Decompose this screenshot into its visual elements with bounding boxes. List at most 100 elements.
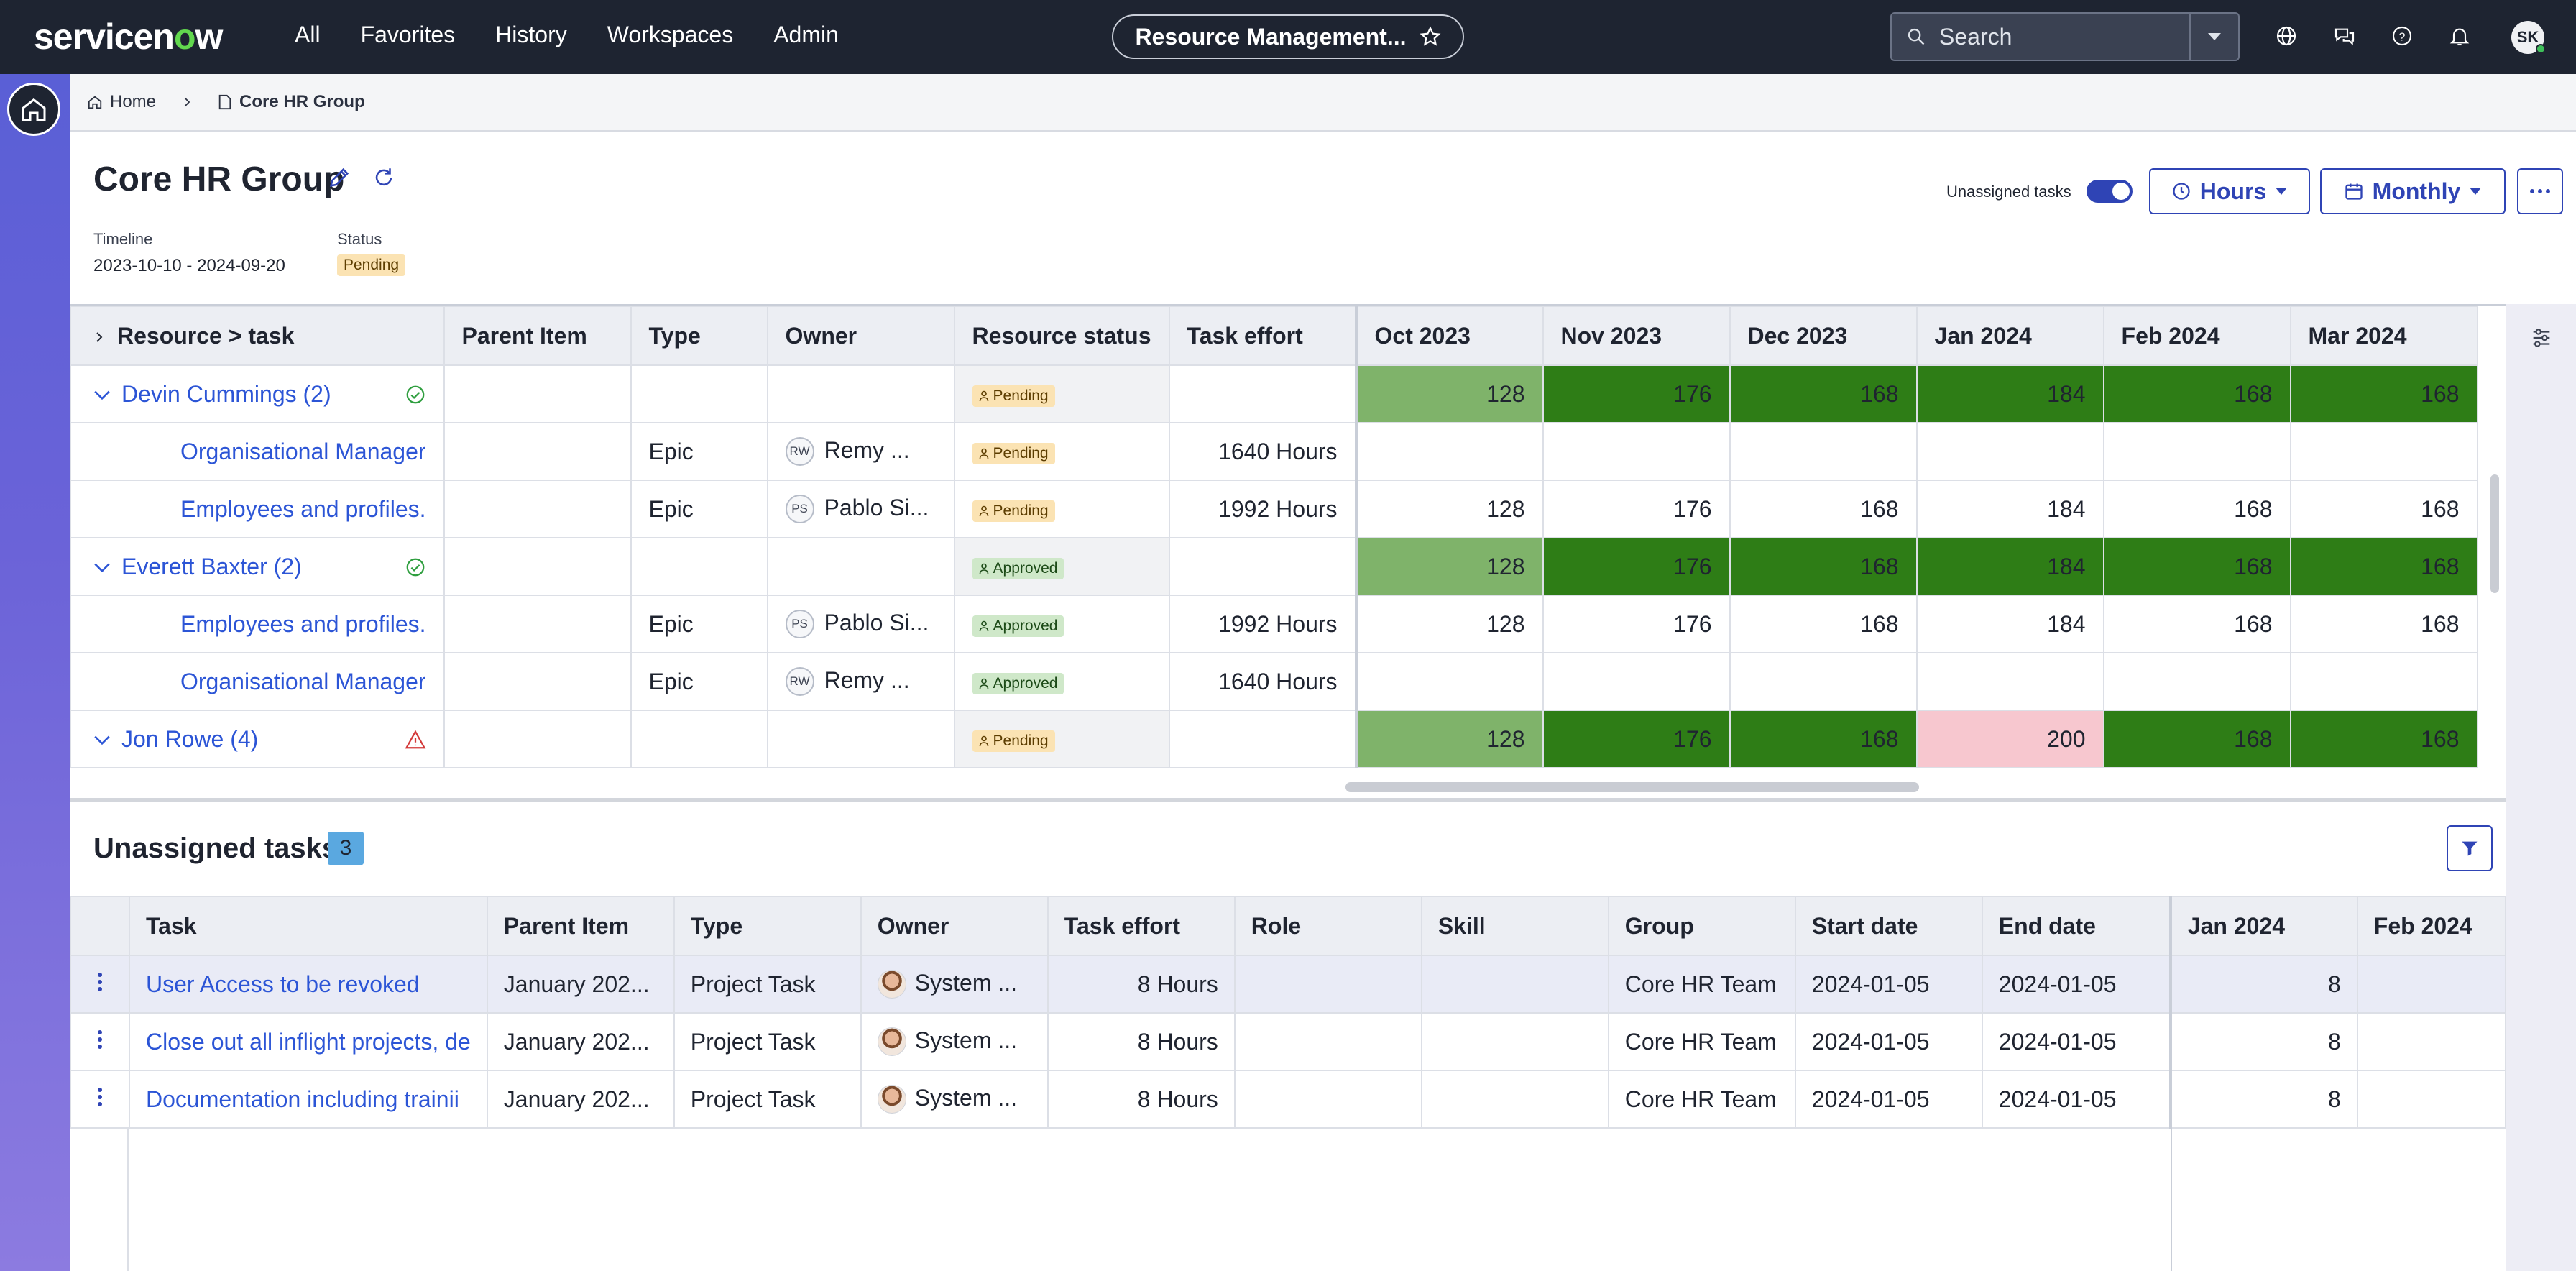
month-allocation-cell[interactable]: 128 (1354, 480, 1544, 538)
month-allocation-cell[interactable]: 176 (1542, 537, 1731, 596)
resource-name-cell[interactable]: Everett Baxter (2) (70, 537, 445, 596)
refresh-icon[interactable] (372, 165, 396, 190)
unassigned-task-row[interactable]: Documentation including trainii January 2… (70, 1070, 2506, 1129)
col-end-date[interactable]: End date (1981, 896, 2171, 956)
month-allocation-cell[interactable] (1354, 652, 1544, 711)
col-month[interactable]: Dec 2023 (1729, 306, 1918, 366)
row-actions-button[interactable] (70, 1012, 130, 1071)
help-icon[interactable]: ? (2389, 23, 2415, 49)
resource-group-row[interactable]: Everett Baxter (2) Approved 128 176 168 184 16… (70, 537, 2478, 596)
col-month[interactable]: Mar 2024 (2289, 306, 2478, 366)
chevron-right-icon[interactable] (93, 329, 106, 345)
unassigned-tasks-toggle[interactable] (2087, 180, 2133, 203)
month-allocation-cell[interactable]: 168 (2289, 537, 2478, 596)
col-resource-task[interactable]: Resource > task (70, 306, 445, 366)
task-cell[interactable]: Close out all inflight projects, de (129, 1012, 488, 1071)
breadcrumb-home[interactable]: Home (87, 92, 156, 112)
hours-unit-button[interactable]: Hours (2149, 168, 2310, 214)
month-allocation-cell[interactable]: 168 (2289, 595, 2478, 653)
month-allocation-cell[interactable]: 168 (1729, 537, 1918, 596)
col-skill[interactable]: Skill (1420, 896, 1609, 956)
month-allocation-cell[interactable]: 176 (1542, 364, 1731, 423)
nav-admin[interactable]: Admin (773, 22, 839, 47)
resource-task-row[interactable]: Organisational Manager Epic RW Remy ... Pend… (70, 422, 2478, 481)
month-allocation-cell[interactable]: 168 (2102, 537, 2291, 596)
month-allocation-cell[interactable]: 168 (2289, 710, 2478, 768)
col-resource-status[interactable]: Resource status (953, 306, 1170, 366)
chevron-down-icon[interactable] (93, 561, 111, 575)
month-allocation-cell[interactable] (1729, 652, 1918, 711)
nav-favorites[interactable]: Favorites (360, 22, 456, 47)
col-parent-item[interactable]: Parent Item (486, 896, 675, 956)
month-allocation-cell[interactable]: 168 (2102, 364, 2291, 423)
task-name-cell[interactable]: Organisational Manager (70, 652, 445, 711)
month-allocation-cell[interactable]: 128 (1354, 710, 1544, 768)
month-allocation-cell[interactable] (1542, 652, 1731, 711)
task-name-cell[interactable]: Employees and profiles. (70, 595, 445, 653)
resource-task-row[interactable]: Organisational Manager Epic RW Remy ... Appr… (70, 652, 2478, 711)
row-actions-button[interactable] (70, 1070, 130, 1129)
month-allocation-cell[interactable]: 128 (1354, 595, 1544, 653)
month-allocation-cell[interactable]: 176 (1542, 595, 1731, 653)
month-hours-cell[interactable]: 8 (2168, 1070, 2358, 1129)
nav-all[interactable]: All (295, 22, 321, 47)
month-allocation-cell[interactable] (2102, 422, 2291, 481)
col-owner[interactable]: Owner (860, 896, 1049, 956)
month-allocation-cell[interactable]: 128 (1354, 537, 1544, 596)
sliders-settings-icon[interactable] (2529, 326, 2554, 350)
month-allocation-cell[interactable]: 168 (2289, 480, 2478, 538)
month-allocation-cell[interactable]: 184 (1915, 595, 2104, 653)
month-allocation-cell[interactable]: 168 (1729, 710, 1918, 768)
col-month[interactable]: Jan 2024 (2168, 896, 2358, 956)
task-name-cell[interactable]: Employees and profiles. (70, 480, 445, 538)
col-month[interactable]: Jan 2024 (1915, 306, 2104, 366)
month-allocation-cell[interactable] (1729, 422, 1918, 481)
section-divider[interactable] (70, 798, 2506, 802)
col-start-date[interactable]: Start date (1794, 896, 1983, 956)
task-cell[interactable]: User Access to be revoked (129, 955, 488, 1014)
month-allocation-cell[interactable] (1542, 422, 1731, 481)
col-task-effort[interactable]: Task effort (1168, 306, 1357, 366)
month-allocation-cell[interactable]: 200 (1915, 710, 2104, 768)
global-search-input[interactable]: Search (1890, 12, 2191, 61)
more-options-button[interactable] (2517, 168, 2563, 214)
month-hours-cell[interactable]: 8 (2168, 1012, 2358, 1071)
month-allocation-cell[interactable]: 128 (1354, 364, 1544, 423)
month-allocation-cell[interactable] (2102, 652, 2291, 711)
resource-name-link[interactable]: Jon Rowe (4) (121, 725, 259, 752)
task-name-cell[interactable]: Organisational Manager (70, 422, 445, 481)
col-month[interactable]: Feb 2024 (2102, 306, 2291, 366)
resource-name-link[interactable]: Devin Cummings (2) (121, 380, 331, 407)
pencil-edit-icon[interactable] (327, 165, 351, 190)
task-name-link[interactable]: Employees and profiles. (180, 495, 426, 522)
month-allocation-cell[interactable] (2289, 652, 2478, 711)
resource-task-row[interactable]: Employees and profiles. Epic PS Pablo Si...… (70, 480, 2478, 538)
month-allocation-cell[interactable] (2289, 422, 2478, 481)
nav-history[interactable]: History (495, 22, 567, 47)
col-month[interactable]: Nov 2023 (1542, 306, 1731, 366)
filter-button[interactable] (2447, 825, 2493, 871)
chevron-down-icon[interactable] (93, 388, 111, 403)
month-allocation-cell[interactable]: 176 (1542, 710, 1731, 768)
grid-horizontal-scrollbar[interactable] (1346, 782, 1919, 792)
servicenow-logo[interactable]: servicenow (34, 17, 223, 57)
resource-name-cell[interactable]: Jon Rowe (4) (70, 710, 445, 768)
col-task[interactable]: Task (129, 896, 488, 956)
month-allocation-cell[interactable]: 176 (1542, 480, 1731, 538)
resource-name-cell[interactable]: Devin Cummings (2) (70, 364, 445, 423)
col-role[interactable]: Role (1233, 896, 1422, 956)
resource-group-row[interactable]: Devin Cummings (2) Pending 128 176 168 184 168… (70, 364, 2478, 423)
chat-icon[interactable] (2332, 23, 2358, 49)
col-parent-item[interactable]: Parent Item (443, 306, 632, 366)
month-allocation-cell[interactable]: 168 (1729, 364, 1918, 423)
task-name-link[interactable]: Organisational Manager (180, 668, 426, 694)
row-actions-button[interactable] (70, 955, 130, 1014)
app-title-pill[interactable]: Resource Management... (1112, 14, 1464, 59)
month-allocation-cell[interactable]: 168 (2289, 364, 2478, 423)
resource-name-link[interactable]: Everett Baxter (2) (121, 553, 302, 579)
task-cell[interactable]: Documentation including trainii (129, 1070, 488, 1129)
month-allocation-cell[interactable]: 168 (1729, 595, 1918, 653)
col-month[interactable]: Feb 2024 (2356, 896, 2506, 956)
unassigned-task-row[interactable]: User Access to be revoked January 202... P… (70, 955, 2506, 1014)
task-name-link[interactable]: Organisational Manager (180, 438, 426, 464)
